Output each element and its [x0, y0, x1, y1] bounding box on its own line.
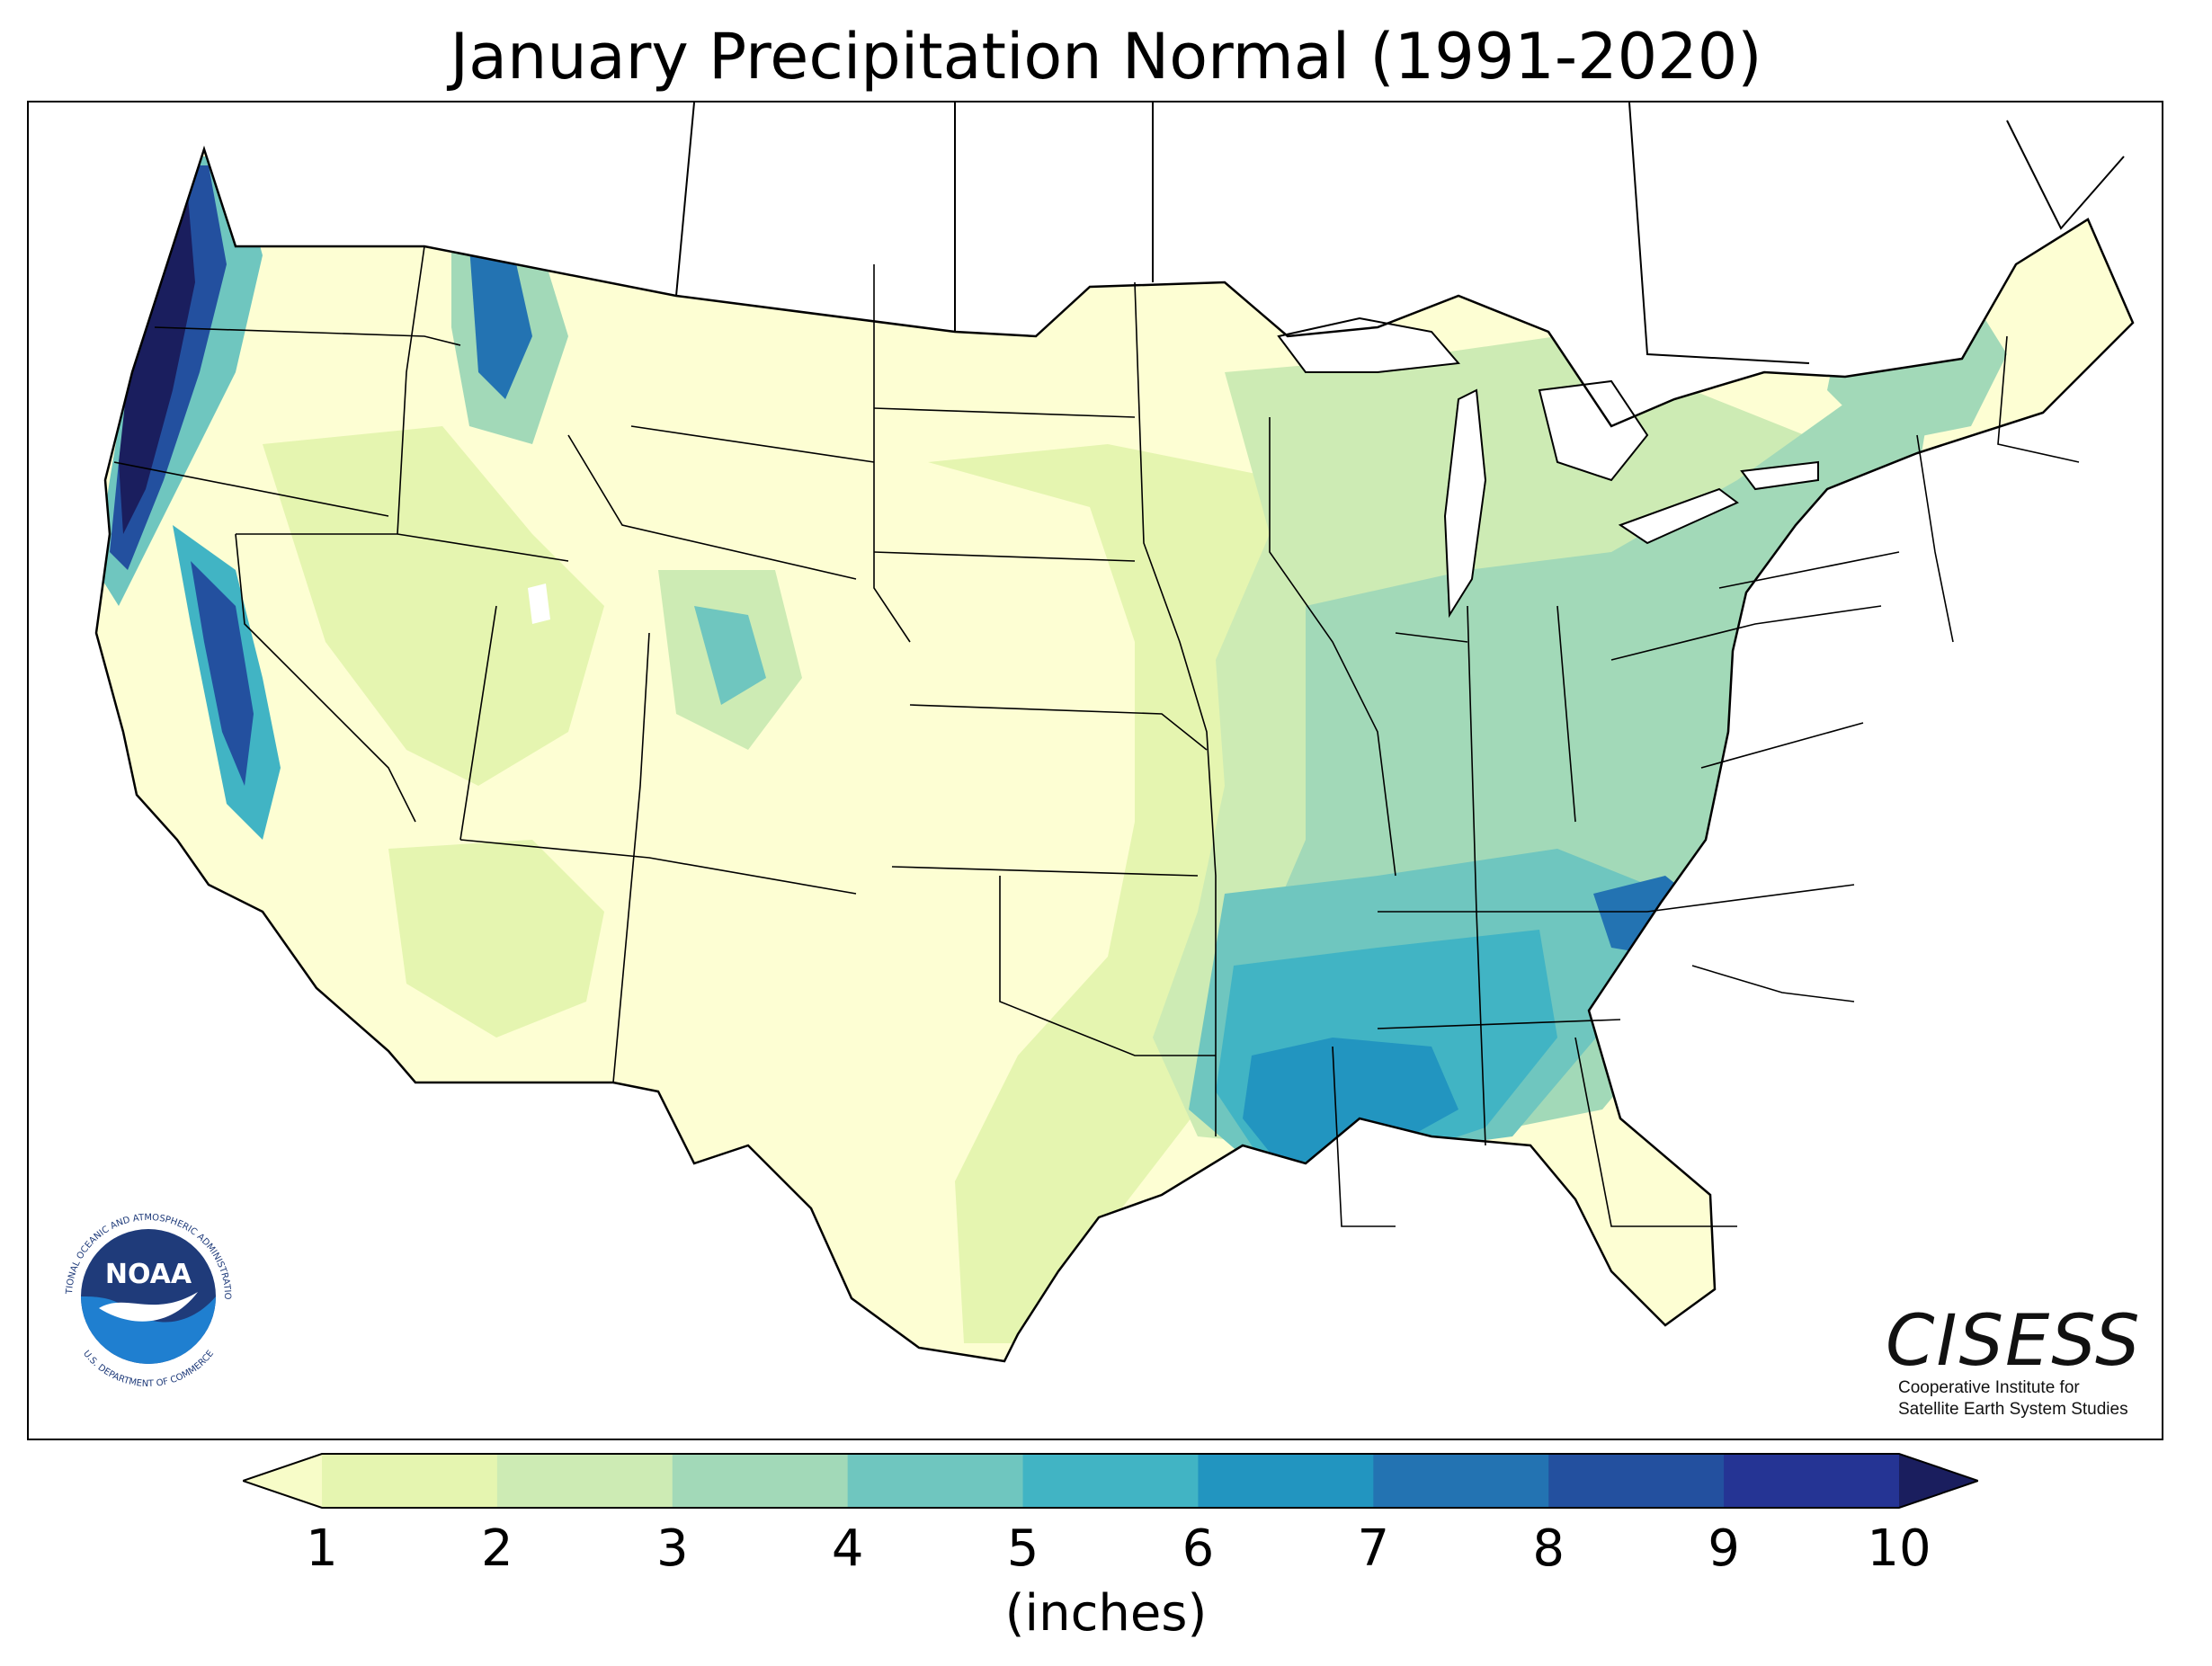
zone-northern-rockies-high	[469, 246, 532, 399]
border-sd-ne	[873, 551, 1136, 562]
border-oh-pa	[1610, 605, 1882, 661]
lake-okeechobee	[1796, 1276, 1821, 1300]
colorbar	[243, 1453, 1978, 1509]
colorbar-bin	[1198, 1454, 1374, 1508]
noaa-center-text: NOAA	[105, 1259, 192, 1290]
border-ok-tx	[999, 876, 1216, 1056]
border-nv-ut	[459, 605, 497, 841]
border-ca-nv	[235, 533, 416, 823]
colorbar-tick-label: 10	[1867, 1519, 1931, 1578]
border-ne-ks	[909, 704, 1208, 751]
colorbar-tick-label: 1	[306, 1519, 338, 1578]
border-in-oh	[1556, 605, 1576, 823]
map-title: January Precipitation Normal (1991-2020)	[450, 20, 1762, 94]
zone-sierra-high	[191, 561, 254, 786]
border-ut-az	[612, 632, 650, 1083]
colorbar-tick-label: 2	[481, 1519, 513, 1578]
colorbar-tick-label: 6	[1182, 1519, 1215, 1578]
colorbar-tick-label: 8	[1532, 1519, 1565, 1578]
border-on-qc	[1628, 102, 1810, 364]
colorbar-high-extend	[1899, 1454, 1978, 1508]
border-tn-north	[1378, 884, 1855, 913]
colorbar-outline	[243, 1453, 1978, 1509]
border-wv-va	[1700, 722, 1864, 769]
map-panel: NOAA NATIONAL OCEANIC AND ATMOSPHERIC AD…	[27, 101, 2163, 1440]
colorbar-low-extend	[243, 1454, 322, 1508]
lake-erie	[1618, 487, 1739, 545]
border-mt-nd-sd	[873, 264, 911, 643]
border-bc-ab	[675, 102, 695, 297]
border-ga-sc	[1691, 965, 1855, 1002]
border-wa-or	[154, 326, 461, 346]
precipitation-map	[29, 102, 2162, 1439]
colorbar-bin	[847, 1454, 1024, 1508]
colorbar-bin	[672, 1454, 849, 1508]
colorbar-bin	[1724, 1454, 1900, 1508]
state-borders	[113, 245, 2080, 1227]
border-ia-il	[1395, 632, 1468, 643]
colorbar-bin	[322, 1454, 498, 1508]
border-ny-east	[1916, 434, 1954, 643]
border-mt-wy	[630, 425, 875, 463]
colorbar-tick-label: 9	[1708, 1519, 1740, 1578]
great-salt-lake	[528, 584, 550, 624]
border-vt-nh-me	[1997, 335, 2080, 463]
colorbar-bin	[1022, 1454, 1199, 1508]
cisess-logo: CISESS Cooperative Institute for Satelli…	[1886, 1305, 2155, 1431]
border-nv-north	[236, 533, 569, 562]
lake-michigan	[1443, 388, 1487, 619]
colorbar-tick-label: 5	[1006, 1519, 1039, 1578]
colorbar-bin	[1548, 1454, 1725, 1508]
border-or-ca	[113, 461, 389, 517]
border-ny-pa	[1718, 551, 1900, 589]
border-nd-sd	[873, 407, 1136, 418]
colorbar-bin	[1373, 1454, 1549, 1508]
cisess-line-1: Cooperative Institute for	[1898, 1378, 2080, 1397]
border-id-west	[397, 245, 425, 535]
zone-colorado-rockies-high	[694, 606, 766, 705]
border-ks-ok	[891, 866, 1199, 877]
border-al-ga	[1574, 1037, 1737, 1227]
colorbar-tick-label: 7	[1357, 1519, 1390, 1578]
border-ms-la	[1332, 1046, 1396, 1227]
cisess-line-2: Satellite Earth System Studies	[1898, 1400, 2128, 1419]
us-outline	[94, 145, 2135, 1363]
colorbar-tick-label: 4	[831, 1519, 864, 1578]
border-wy-south	[567, 434, 857, 580]
canada-borders	[675, 102, 2125, 364]
colorbar-unit-label: (inches)	[1004, 1584, 1208, 1643]
colorbar-tick-label: 3	[656, 1519, 689, 1578]
border-mississippi-west	[1134, 281, 1217, 877]
border-4corners-south	[459, 839, 857, 895]
lake-ontario	[1740, 460, 1819, 491]
colorbar-bins	[322, 1454, 1900, 1508]
border-tn-south	[1377, 1019, 1621, 1029]
border-wi-il-mo	[1269, 417, 1396, 877]
noaa-bird-shape	[99, 1292, 198, 1322]
lake-huron	[1538, 379, 1649, 482]
zone-1-2in-west	[263, 426, 604, 786]
border-qc-nb	[2006, 120, 2125, 230]
zone-1-2in-southwest	[388, 840, 604, 1038]
colorbar-bin	[496, 1454, 673, 1508]
cisess-name: CISESS	[1886, 1301, 2142, 1382]
noaa-logo: NOAA NATIONAL OCEANIC AND ATMOSPHERIC AD…	[45, 1193, 250, 1398]
